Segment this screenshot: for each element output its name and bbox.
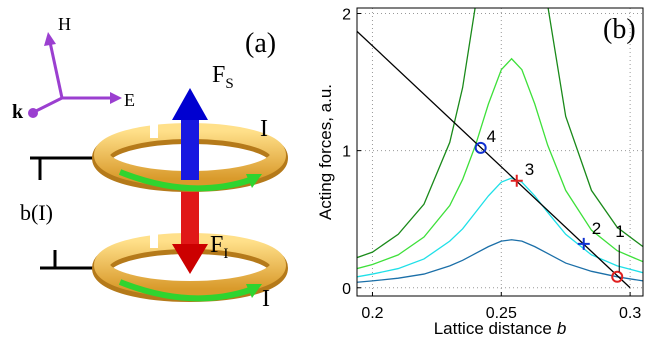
subscript: S bbox=[225, 76, 233, 92]
x-label-text: Lattice distance bbox=[434, 319, 552, 338]
axis-h: H bbox=[58, 14, 71, 34]
series-line bbox=[357, 30, 631, 289]
distance-label: b(I) bbox=[20, 200, 53, 225]
panel-label: (a) bbox=[245, 28, 276, 59]
y-tick-label: 0 bbox=[342, 281, 351, 298]
series-line bbox=[357, 177, 643, 278]
series-line bbox=[357, 57, 643, 270]
x-tick-label: 0.2 bbox=[361, 305, 383, 322]
series-line bbox=[357, 8, 643, 259]
point-label: 4 bbox=[487, 127, 496, 146]
x-tick-label: 0.25 bbox=[486, 305, 517, 322]
point-label: 1 bbox=[615, 222, 624, 241]
marker bbox=[611, 270, 624, 283]
marker bbox=[510, 174, 523, 187]
marker bbox=[577, 237, 590, 250]
y-tick-label: 2 bbox=[342, 6, 351, 23]
current-bottom: I bbox=[262, 286, 270, 312]
y-axis-label: Acting forces, a.u. bbox=[316, 84, 335, 220]
axis-k: k bbox=[12, 101, 24, 123]
panel-a: (a) H E k b(I) bbox=[12, 14, 288, 312]
force-bottom: FI bbox=[210, 232, 228, 262]
panel-label: (b) bbox=[603, 14, 636, 45]
symbol: F bbox=[212, 62, 225, 88]
axis-e: E bbox=[124, 90, 135, 110]
current-top: I bbox=[260, 116, 268, 142]
symbol: F bbox=[210, 232, 223, 258]
x-axis-label: Lattice distance b bbox=[434, 319, 567, 338]
arrow-up bbox=[172, 88, 208, 180]
x-label-symbol: b bbox=[557, 319, 566, 338]
axes-icon bbox=[28, 32, 122, 118]
y-tick-label: 1 bbox=[342, 144, 351, 161]
series-line bbox=[357, 239, 643, 283]
subscript: I bbox=[223, 246, 228, 262]
force-top: FS bbox=[212, 62, 234, 92]
marker bbox=[474, 141, 487, 154]
x-tick-label: 0.3 bbox=[619, 305, 641, 322]
plot-frame bbox=[356, 7, 644, 297]
arrow-down bbox=[172, 182, 208, 274]
point-label: 3 bbox=[525, 160, 534, 179]
point-label: 2 bbox=[592, 219, 601, 238]
